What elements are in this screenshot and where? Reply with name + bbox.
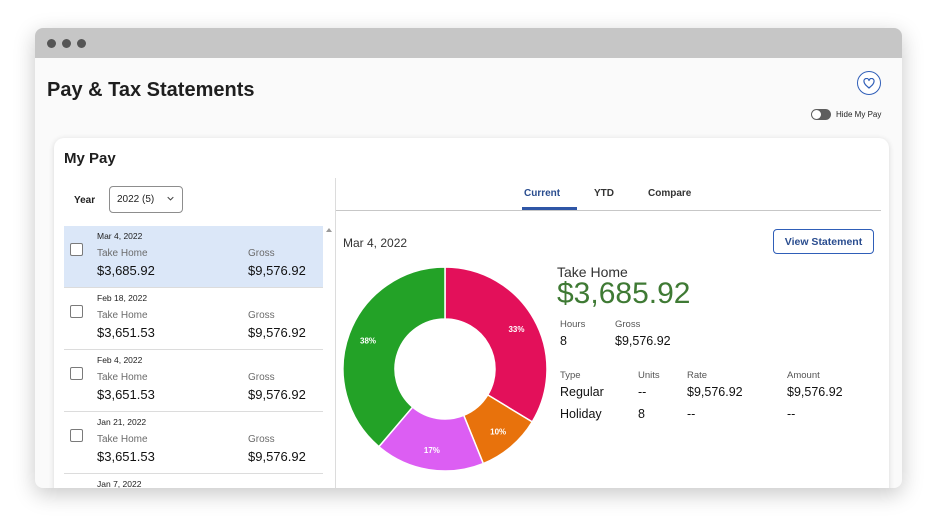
earning-type: Holiday <box>560 407 602 421</box>
statement-item[interactable]: Mar 4, 2022 Take Home $3,685.92 Gross $9… <box>64 226 323 288</box>
take-home-value: $3,685.92 <box>97 263 155 278</box>
year-select-value: 2022 (5) <box>117 194 155 205</box>
browser-window: Pay & Tax Statements Hide My Pay My Pay … <box>35 28 902 488</box>
window-dot-3 <box>77 39 86 48</box>
statement-checkbox[interactable] <box>70 429 83 442</box>
detail-gross-label: Gross <box>615 319 641 330</box>
tab-current[interactable]: Current <box>524 188 561 199</box>
earning-amount: -- <box>787 407 796 421</box>
year-label: Year <box>74 195 96 206</box>
statement-item[interactable]: Feb 4, 2022 Take Home $3,651.53 Gross $9… <box>64 350 323 412</box>
statement-checkbox[interactable] <box>70 367 83 380</box>
heart-icon <box>863 77 875 89</box>
pay-breakdown-donut-chart: 33% 10% 17% 38% <box>342 266 548 472</box>
statement-checkbox[interactable] <box>70 243 83 256</box>
gross-value: $9,576.92 <box>248 325 306 340</box>
gross-label: Gross <box>248 434 275 445</box>
hours-value: 8 <box>560 334 567 348</box>
toggle-switch[interactable] <box>811 109 831 120</box>
earning-rate: -- <box>687 407 696 421</box>
donut-segment-label: 33% <box>508 325 524 334</box>
window-dot-1 <box>47 39 56 48</box>
statement-tabs: Current YTD Compare <box>336 178 881 211</box>
statement-item[interactable]: Feb 18, 2022 Take Home $3,651.53 Gross $… <box>64 288 323 350</box>
list-scrollbar[interactable] <box>326 226 334 488</box>
year-select[interactable]: 2022 (5) <box>109 186 183 213</box>
favorite-button[interactable] <box>857 71 881 95</box>
statement-date: Jan 21, 2022 <box>97 417 147 427</box>
hide-my-pay-toggle[interactable]: Hide My Pay <box>811 109 881 120</box>
hide-my-pay-label: Hide My Pay <box>836 110 882 119</box>
take-home-label: Take Home <box>97 310 148 321</box>
earning-units: -- <box>638 385 647 399</box>
earning-rate: $9,576.92 <box>687 385 743 399</box>
column-header-type: Type <box>560 370 581 381</box>
detail-take-home-value: $3,685.92 <box>557 277 691 310</box>
page-title: Pay & Tax Statements <box>47 79 255 101</box>
card-title: My Pay <box>64 150 116 167</box>
earning-type: Regular <box>560 385 604 399</box>
statement-date: Feb 18, 2022 <box>97 293 148 303</box>
window-dot-2 <box>62 39 71 48</box>
column-header-rate: Rate <box>687 370 708 381</box>
take-home-value: $3,651.53 <box>97 325 155 340</box>
donut-segment <box>444 266 548 423</box>
donut-segment-label: 38% <box>360 337 376 346</box>
gross-value: $9,576.92 <box>248 449 306 464</box>
statement-checkbox[interactable] <box>70 305 83 318</box>
my-pay-card: My Pay Year 2022 (5) Mar 4, 2022 Take Ho… <box>54 138 889 488</box>
tab-compare[interactable]: Compare <box>648 188 692 199</box>
statement-list: Mar 4, 2022 Take Home $3,685.92 Gross $9… <box>64 226 323 488</box>
statement-item[interactable]: Jan 21, 2022 Take Home $3,651.53 Gross $… <box>64 412 323 474</box>
take-home-label: Take Home <box>97 372 148 383</box>
gross-label: Gross <box>248 248 275 259</box>
earning-units: 8 <box>638 407 645 421</box>
scroll-up-arrow-icon[interactable] <box>326 228 332 232</box>
statement-date: Feb 4, 2022 <box>97 355 143 365</box>
take-home-label: Take Home <box>97 434 148 445</box>
statement-detail-date: Mar 4, 2022 <box>343 236 408 250</box>
hours-label: Hours <box>560 319 586 330</box>
statement-item[interactable]: Jan 7, 2022 <box>64 474 323 488</box>
statement-date: Jan 7, 2022 <box>97 479 142 488</box>
gross-label: Gross <box>248 310 275 321</box>
take-home-value: $3,651.53 <box>97 449 155 464</box>
active-tab-indicator <box>522 207 577 210</box>
detail-take-home-label: Take Home <box>557 264 628 280</box>
column-header-units: Units <box>638 370 660 381</box>
statement-date: Mar 4, 2022 <box>97 231 143 241</box>
detail-gross-value: $9,576.92 <box>615 334 671 348</box>
take-home-label: Take Home <box>97 248 148 259</box>
donut-segment-label: 10% <box>490 427 506 436</box>
chevron-down-icon <box>167 196 174 201</box>
donut-segment-label: 17% <box>424 446 440 455</box>
gross-label: Gross <box>248 372 275 383</box>
gross-value: $9,576.92 <box>248 387 306 402</box>
donut-segment <box>342 266 446 448</box>
take-home-value: $3,651.53 <box>97 387 155 402</box>
tab-ytd[interactable]: YTD <box>594 188 614 199</box>
gross-value: $9,576.92 <box>248 263 306 278</box>
earning-amount: $9,576.92 <box>787 385 843 399</box>
panel-divider <box>335 178 336 488</box>
window-titlebar <box>35 28 902 58</box>
column-header-amount: Amount <box>787 370 820 381</box>
view-statement-button[interactable]: View Statement <box>773 229 874 254</box>
